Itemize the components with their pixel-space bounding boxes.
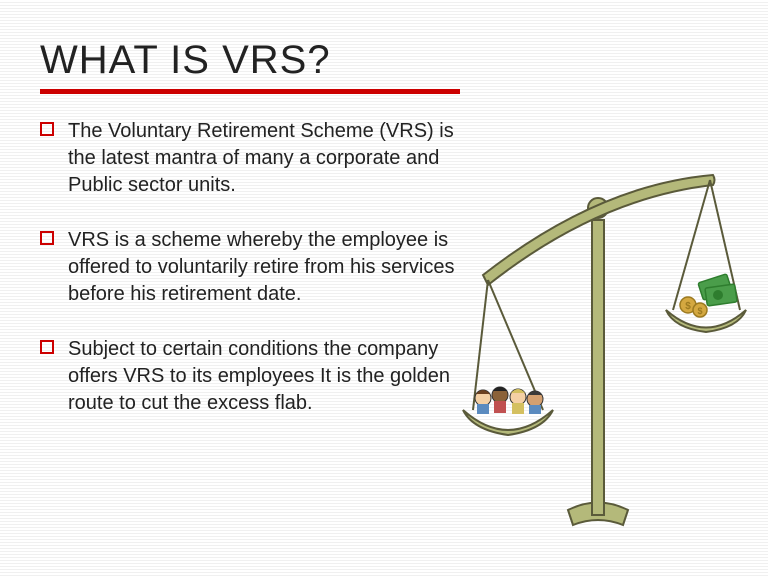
bullet-item: Subject to certain conditions the compan… [40, 336, 470, 417]
content-area: The Voluntary Retirement Scheme (VRS) is… [40, 118, 470, 417]
balance-scale-illustration: $ $ [448, 130, 748, 530]
svg-text:$: $ [697, 306, 702, 316]
bullet-square-icon [40, 340, 54, 354]
bullet-square-icon [40, 231, 54, 245]
svg-text:$: $ [685, 301, 691, 312]
slide-title: WHAT IS VRS? [40, 38, 728, 89]
bullet-text: The Voluntary Retirement Scheme (VRS) is… [68, 118, 470, 199]
bullet-item: The Voluntary Retirement Scheme (VRS) is… [40, 118, 470, 199]
bullet-text: VRS is a scheme whereby the employee is … [68, 227, 470, 308]
bullet-text: Subject to certain conditions the compan… [68, 336, 470, 417]
bullet-square-icon [40, 122, 54, 136]
bullet-item: VRS is a scheme whereby the employee is … [40, 227, 470, 308]
title-underline [40, 89, 460, 94]
slide-container: WHAT IS VRS? The Voluntary Retirement Sc… [0, 0, 768, 576]
